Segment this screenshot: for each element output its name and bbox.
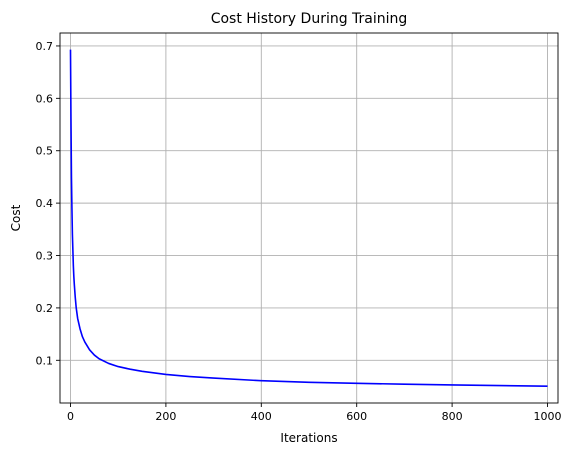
y-tick-label: 0.1 [36, 354, 54, 367]
cost-series-line [69, 49, 548, 388]
x-axis-label: Iterations [280, 431, 337, 445]
series-layer [69, 49, 548, 388]
x-tick-label: 600 [346, 410, 367, 423]
x-tick-label: 0 [67, 410, 74, 423]
x-tick-label: 800 [442, 410, 463, 423]
grid-layer [60, 33, 558, 403]
y-tick-label: 0.6 [36, 92, 54, 105]
y-tick-label: 0.5 [36, 145, 54, 158]
y-axis-label: Cost [9, 204, 23, 231]
x-tick-label: 400 [251, 410, 272, 423]
y-tick-label: 0.7 [36, 40, 54, 53]
plot-frame [59, 32, 559, 404]
y-tick-label: 0.2 [36, 302, 54, 315]
x-tick-label: 1000 [534, 410, 562, 423]
y-tick-label: 0.3 [36, 250, 54, 263]
chart-title: Cost History During Training [211, 11, 408, 27]
y-tick-label: 0.4 [36, 197, 54, 210]
x-tick-label: 200 [155, 410, 176, 423]
tick-layer: 0 200 400 600 800 1000 0.1 0.2 0.3 0.4 0.5 0.6 0.7 [36, 40, 562, 423]
